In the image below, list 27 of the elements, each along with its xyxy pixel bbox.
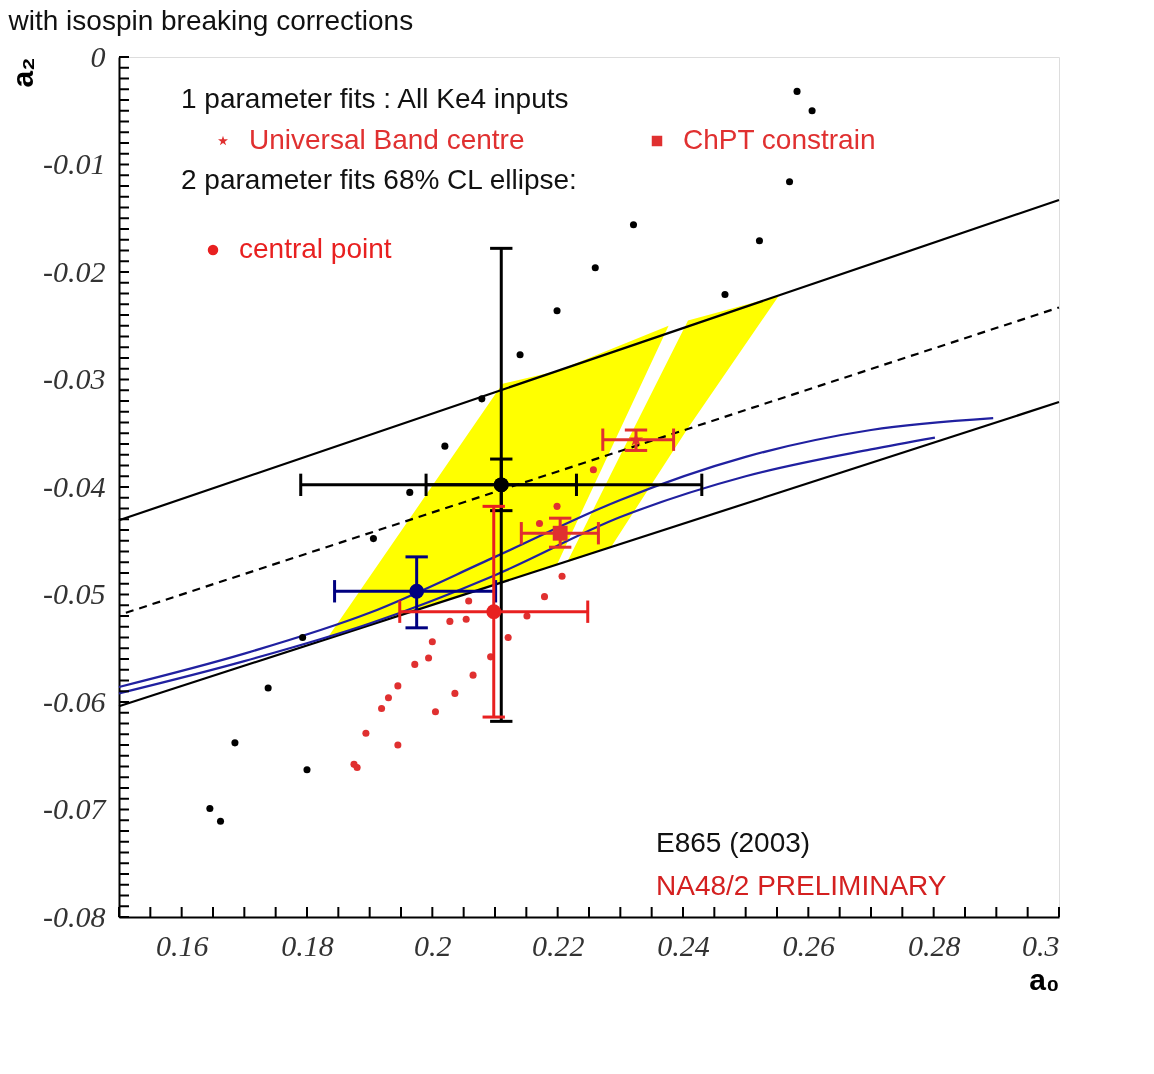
legend-label: ChPT constrain (683, 124, 876, 155)
y-tick-label: 0 (90, 39, 106, 73)
y-tick-label: -0.02 (43, 254, 106, 288)
x-tick-label: 0.18 (281, 928, 334, 962)
y-axis-title: a₂ (6, 57, 40, 88)
x-tick-label: 0.28 (907, 928, 961, 962)
x-tick-label: 0.22 (531, 928, 585, 962)
legend-label: Universal Band centre (249, 124, 525, 155)
y-tick-label: -0.06 (43, 684, 106, 718)
y-tick-label: -0.05 (43, 577, 106, 610)
x-axis-title: a₀ (1029, 962, 1060, 996)
y-tick-label: -0.04 (43, 469, 106, 503)
annotation: 1 parameter fits : All Ke4 inputs (181, 83, 569, 114)
x-tick-label: 0.3 (1022, 928, 1060, 962)
x-tick-label: 0.24 (657, 928, 710, 962)
x-tick-label: 0.2 (414, 928, 452, 962)
y-tick-label: -0.08 (43, 899, 106, 933)
y-tick-label: -0.07 (43, 792, 108, 825)
chart-title: with isospin breaking corrections (7, 5, 414, 36)
annotation: NA48/2 PRELIMINARY (656, 870, 947, 901)
legend-label: central point (239, 233, 392, 264)
x-tick-label: 0.16 (155, 928, 209, 962)
y-tick-label: -0.01 (43, 147, 106, 180)
x-tick-label: 0.26 (782, 928, 836, 962)
annotation: 2 parameter fits 68% CL ellipse: (181, 164, 577, 195)
annotation: E865 (2003) (656, 827, 811, 858)
y-tick-label: -0.03 (43, 362, 106, 395)
